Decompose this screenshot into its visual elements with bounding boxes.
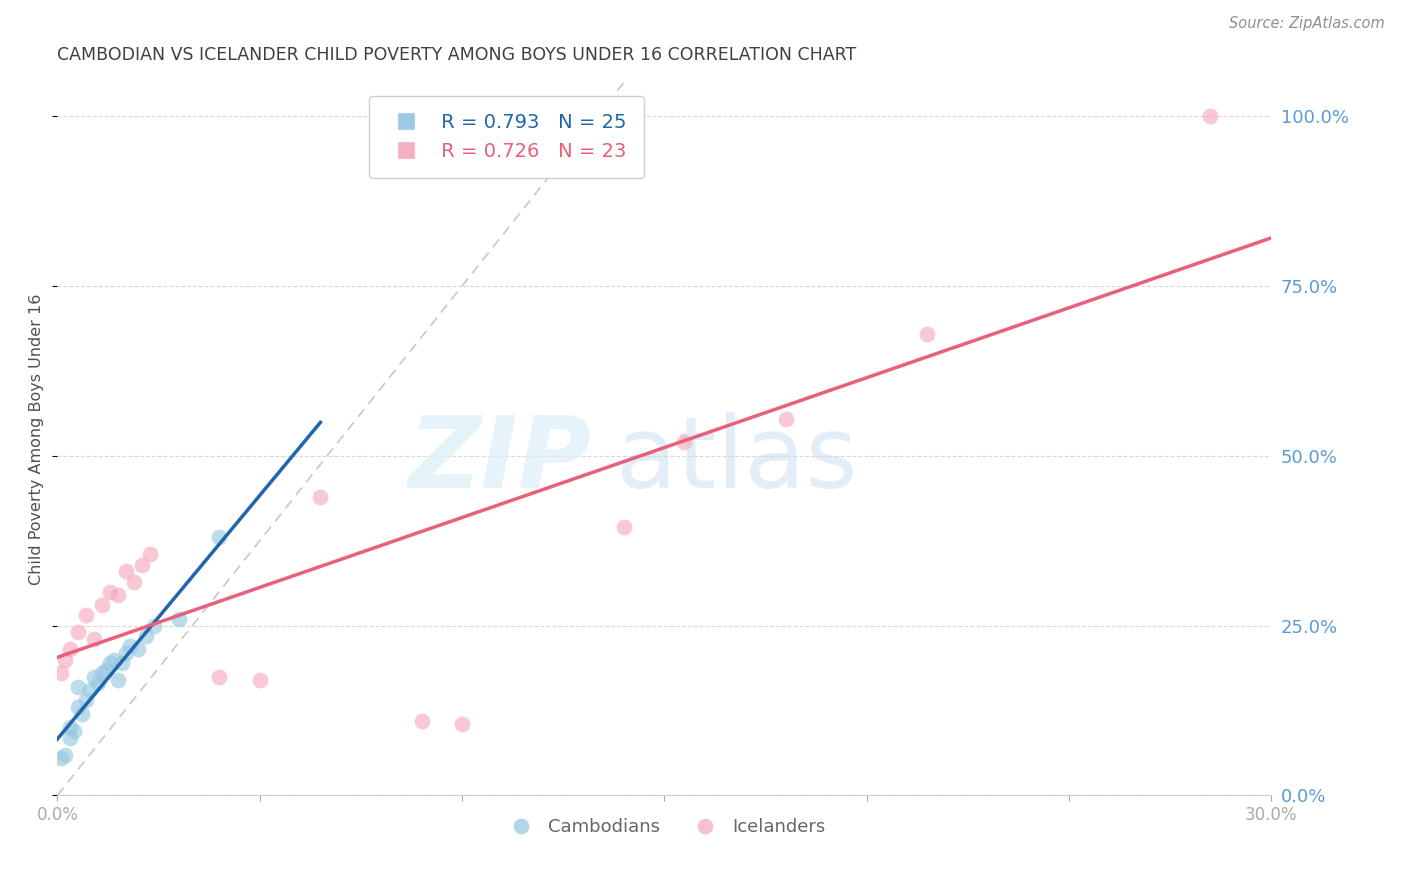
Point <box>915 326 938 341</box>
Point <box>66 680 89 694</box>
Point <box>127 642 149 657</box>
Point <box>131 558 153 572</box>
Point <box>107 673 129 687</box>
Point <box>120 639 142 653</box>
Point <box>75 693 97 707</box>
Point <box>83 632 105 647</box>
Point <box>98 656 121 670</box>
Text: atlas: atlas <box>616 412 858 508</box>
Point <box>167 612 190 626</box>
Point <box>66 700 89 714</box>
Text: CAMBODIAN VS ICELANDER CHILD POVERTY AMONG BOYS UNDER 16 CORRELATION CHART: CAMBODIAN VS ICELANDER CHILD POVERTY AMO… <box>58 46 856 64</box>
Point <box>58 642 80 657</box>
Point <box>309 490 332 504</box>
Point <box>135 629 157 643</box>
Point <box>115 565 138 579</box>
Point <box>1199 109 1222 123</box>
Point <box>107 588 129 602</box>
Point <box>79 683 101 698</box>
Point <box>208 530 231 544</box>
Point <box>98 584 121 599</box>
Point <box>87 676 110 690</box>
Y-axis label: Child Poverty Among Boys Under 16: Child Poverty Among Boys Under 16 <box>30 293 44 584</box>
Point <box>111 656 134 670</box>
Point <box>103 652 125 666</box>
Point <box>613 520 636 534</box>
Point <box>70 706 93 721</box>
Point <box>94 663 117 677</box>
Point <box>83 669 105 683</box>
Text: Source: ZipAtlas.com: Source: ZipAtlas.com <box>1229 16 1385 31</box>
Point <box>143 618 166 632</box>
Legend: Cambodians, Icelanders: Cambodians, Icelanders <box>496 811 832 844</box>
Point <box>673 435 696 450</box>
Point <box>90 666 112 681</box>
Point <box>208 669 231 683</box>
Point <box>775 411 797 425</box>
Point <box>62 723 84 738</box>
Point <box>58 731 80 745</box>
Point <box>249 673 271 687</box>
Point <box>51 666 73 681</box>
Point <box>411 714 433 728</box>
Point <box>55 747 77 762</box>
Point <box>66 625 89 640</box>
Point <box>51 751 73 765</box>
Point <box>75 608 97 623</box>
Point <box>451 717 474 731</box>
Point <box>115 646 138 660</box>
Text: ZIP: ZIP <box>408 412 592 508</box>
Point <box>58 721 80 735</box>
Point <box>139 547 162 561</box>
Point <box>90 599 112 613</box>
Point <box>55 652 77 666</box>
Point <box>122 574 145 589</box>
